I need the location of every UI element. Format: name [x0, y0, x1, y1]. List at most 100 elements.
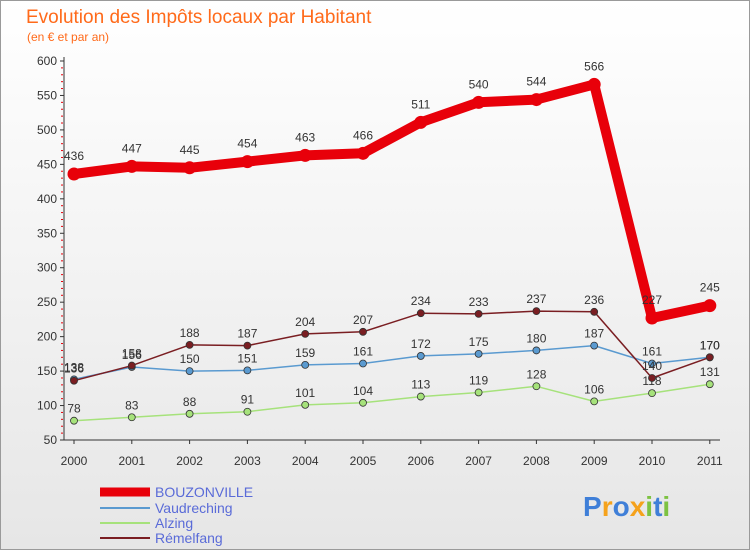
- data-point: [416, 309, 425, 318]
- data-point: [648, 374, 656, 382]
- data-point: [532, 382, 541, 391]
- data-label: 161: [642, 345, 662, 359]
- x-tick-label: 2010: [639, 454, 666, 468]
- logo-letter: x: [630, 491, 646, 522]
- data-point: [359, 398, 367, 407]
- x-tick-label: 2007: [465, 454, 492, 468]
- data-point: [125, 159, 139, 173]
- data-label: 187: [584, 327, 604, 341]
- data-label: 83: [125, 398, 139, 412]
- legend-item: Vaudreching: [100, 500, 233, 516]
- data-point: [529, 93, 543, 107]
- data-label: 131: [700, 365, 720, 379]
- legend-label: BOUZONVILLE: [155, 484, 253, 500]
- data-label: 138: [64, 360, 84, 374]
- x-tick-label: 2008: [523, 454, 550, 468]
- data-label: 161: [353, 345, 373, 359]
- data-point: [645, 311, 659, 325]
- data-label: 445: [180, 143, 200, 157]
- data-label: 136: [64, 362, 84, 376]
- y-tick-label: 450: [37, 157, 57, 171]
- data-label: 156: [122, 348, 142, 362]
- legend-item: BOUZONVILLE: [100, 484, 253, 500]
- data-label: 463: [295, 130, 315, 144]
- data-point: [532, 307, 541, 316]
- x-tick-label: 2000: [61, 454, 88, 468]
- y-tick-label: 100: [37, 399, 57, 413]
- x-tick-label: 2002: [176, 454, 203, 468]
- x-tick-label: 2011: [697, 454, 723, 468]
- data-label: 436: [64, 149, 84, 163]
- data-point: [474, 388, 483, 397]
- x-tick-label: 2003: [234, 454, 261, 468]
- data-point: [127, 413, 136, 422]
- data-point: [240, 155, 254, 169]
- data-point: [185, 409, 194, 418]
- data-label: 245: [700, 281, 720, 295]
- data-label: 227: [642, 293, 662, 307]
- data-point: [243, 407, 252, 416]
- data-label: 566: [584, 59, 604, 73]
- series-line: [73, 383, 711, 422]
- data-label: 88: [183, 395, 197, 409]
- data-label: 170: [700, 338, 720, 352]
- data-label: 187: [237, 327, 257, 341]
- data-label: 128: [526, 367, 546, 381]
- chart-subtitle: (en € et par an): [27, 30, 109, 44]
- y-tick-label: 500: [37, 123, 57, 137]
- data-point: [301, 329, 310, 338]
- data-point: [416, 392, 425, 401]
- x-tick-label: 2005: [350, 454, 377, 468]
- y-tick-label: 400: [37, 192, 57, 206]
- y-tick-label: 550: [37, 88, 57, 102]
- series-alzing: 78838891101104113119128106118131: [67, 365, 720, 425]
- data-label: 180: [526, 331, 546, 345]
- data-point: [301, 400, 310, 409]
- legend-label: Rémelfang: [155, 530, 223, 546]
- data-point: [590, 397, 599, 406]
- series-layer: 7883889110110411311912810611813113815615…: [64, 59, 720, 425]
- x-tick-label: 2004: [292, 454, 319, 468]
- data-point: [472, 95, 486, 109]
- data-point: [127, 361, 136, 370]
- data-label: 447: [122, 141, 142, 155]
- data-label: 170: [700, 338, 720, 352]
- y-tick-label: 50: [44, 433, 58, 447]
- data-point: [359, 359, 367, 368]
- legend-label: Vaudreching: [155, 500, 233, 516]
- y-tick-label: 300: [37, 261, 57, 275]
- series-line: [69, 79, 715, 323]
- data-label: 234: [411, 294, 431, 308]
- data-point: [703, 299, 717, 313]
- legend-label: Alzing: [155, 515, 193, 531]
- data-point: [67, 167, 81, 181]
- data-label: 119: [469, 373, 488, 387]
- chart-title: Evolution des Impôts locaux par Habitant: [26, 7, 372, 28]
- data-label: 151: [237, 351, 257, 365]
- data-point: [705, 380, 714, 389]
- data-point: [532, 346, 541, 355]
- data-point: [416, 352, 425, 360]
- data-label: 207: [353, 313, 373, 327]
- series-r-melfang: 136 158 188 187 204 207 234 233 237 236 140 170: [64, 292, 720, 385]
- data-label: 158: [122, 347, 142, 361]
- logo-letter: i: [645, 491, 653, 522]
- data-label: 104: [353, 384, 373, 398]
- y-tick-label: 600: [37, 54, 57, 68]
- data-label: 236: [584, 293, 604, 307]
- data-point: [183, 161, 197, 175]
- proxiti-logo-text: Proxiti: [583, 491, 670, 522]
- data-point: [359, 327, 367, 336]
- data-point: [243, 366, 252, 375]
- y-tick-label: 150: [37, 364, 57, 378]
- data-label: 106: [584, 382, 604, 396]
- data-point: [301, 360, 310, 369]
- data-point: [185, 341, 194, 349]
- data-label: 78: [67, 402, 81, 416]
- data-label: 237: [526, 292, 546, 306]
- data-point: [298, 148, 312, 162]
- data-point: [70, 376, 78, 385]
